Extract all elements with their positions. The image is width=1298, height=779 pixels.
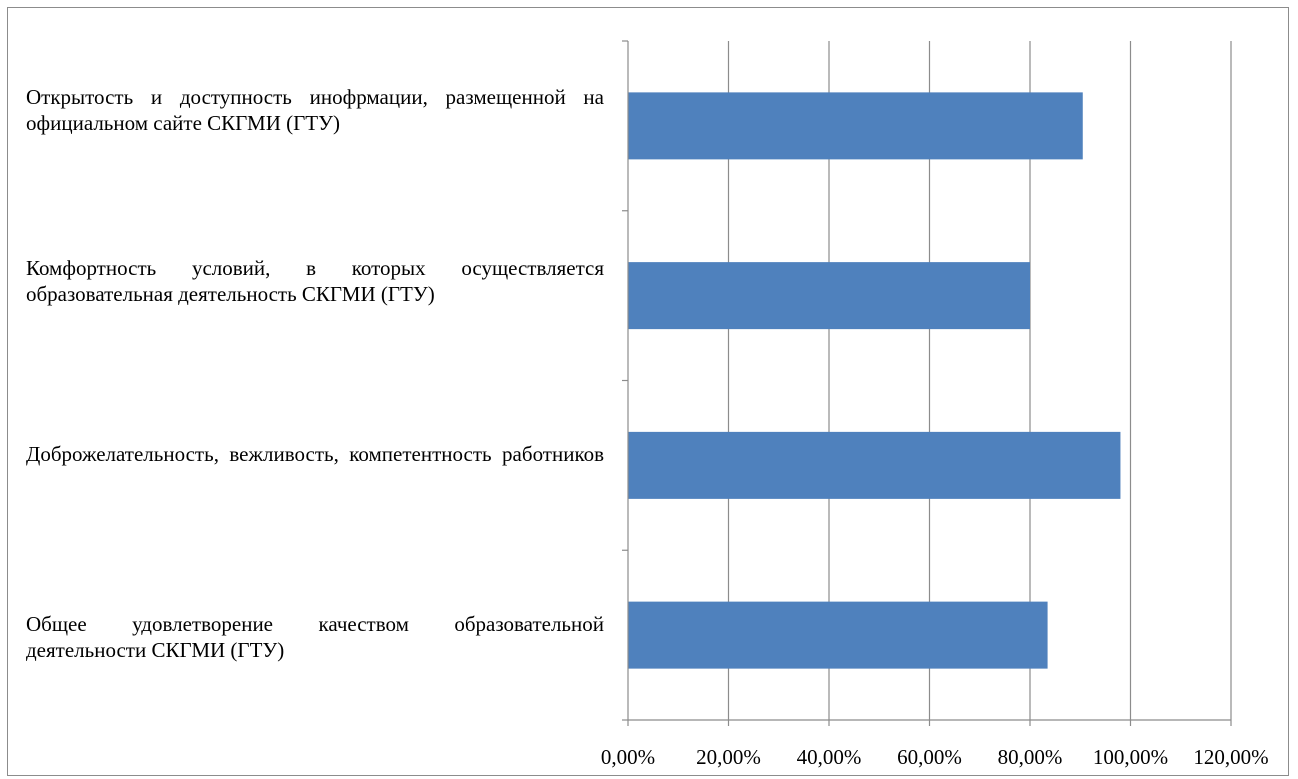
tick-label-3: 60,00%	[897, 745, 962, 769]
category-label-2: Доброжелательность, вежливость, компетен…	[26, 442, 604, 466]
bar-0	[628, 92, 1083, 160]
category-label-3: Общее удовлетворение качеством образоват…	[26, 612, 604, 662]
category-label-0: Открытость и доступность инофрмации, раз…	[26, 85, 604, 135]
tick-label-6: 120,00%	[1193, 745, 1268, 769]
tick-label-1: 20,00%	[696, 745, 761, 769]
bar-2	[628, 431, 1121, 499]
tick-label-4: 80,00%	[998, 745, 1063, 769]
bar-1	[628, 262, 1030, 330]
tick-label-2: 40,00%	[797, 745, 862, 769]
bar-3	[628, 601, 1048, 669]
category-label-1: Комфортность условий, в которых осуществ…	[26, 256, 604, 306]
tick-label-5: 100,00%	[1093, 745, 1168, 769]
tick-label-0: 0,00%	[601, 745, 655, 769]
